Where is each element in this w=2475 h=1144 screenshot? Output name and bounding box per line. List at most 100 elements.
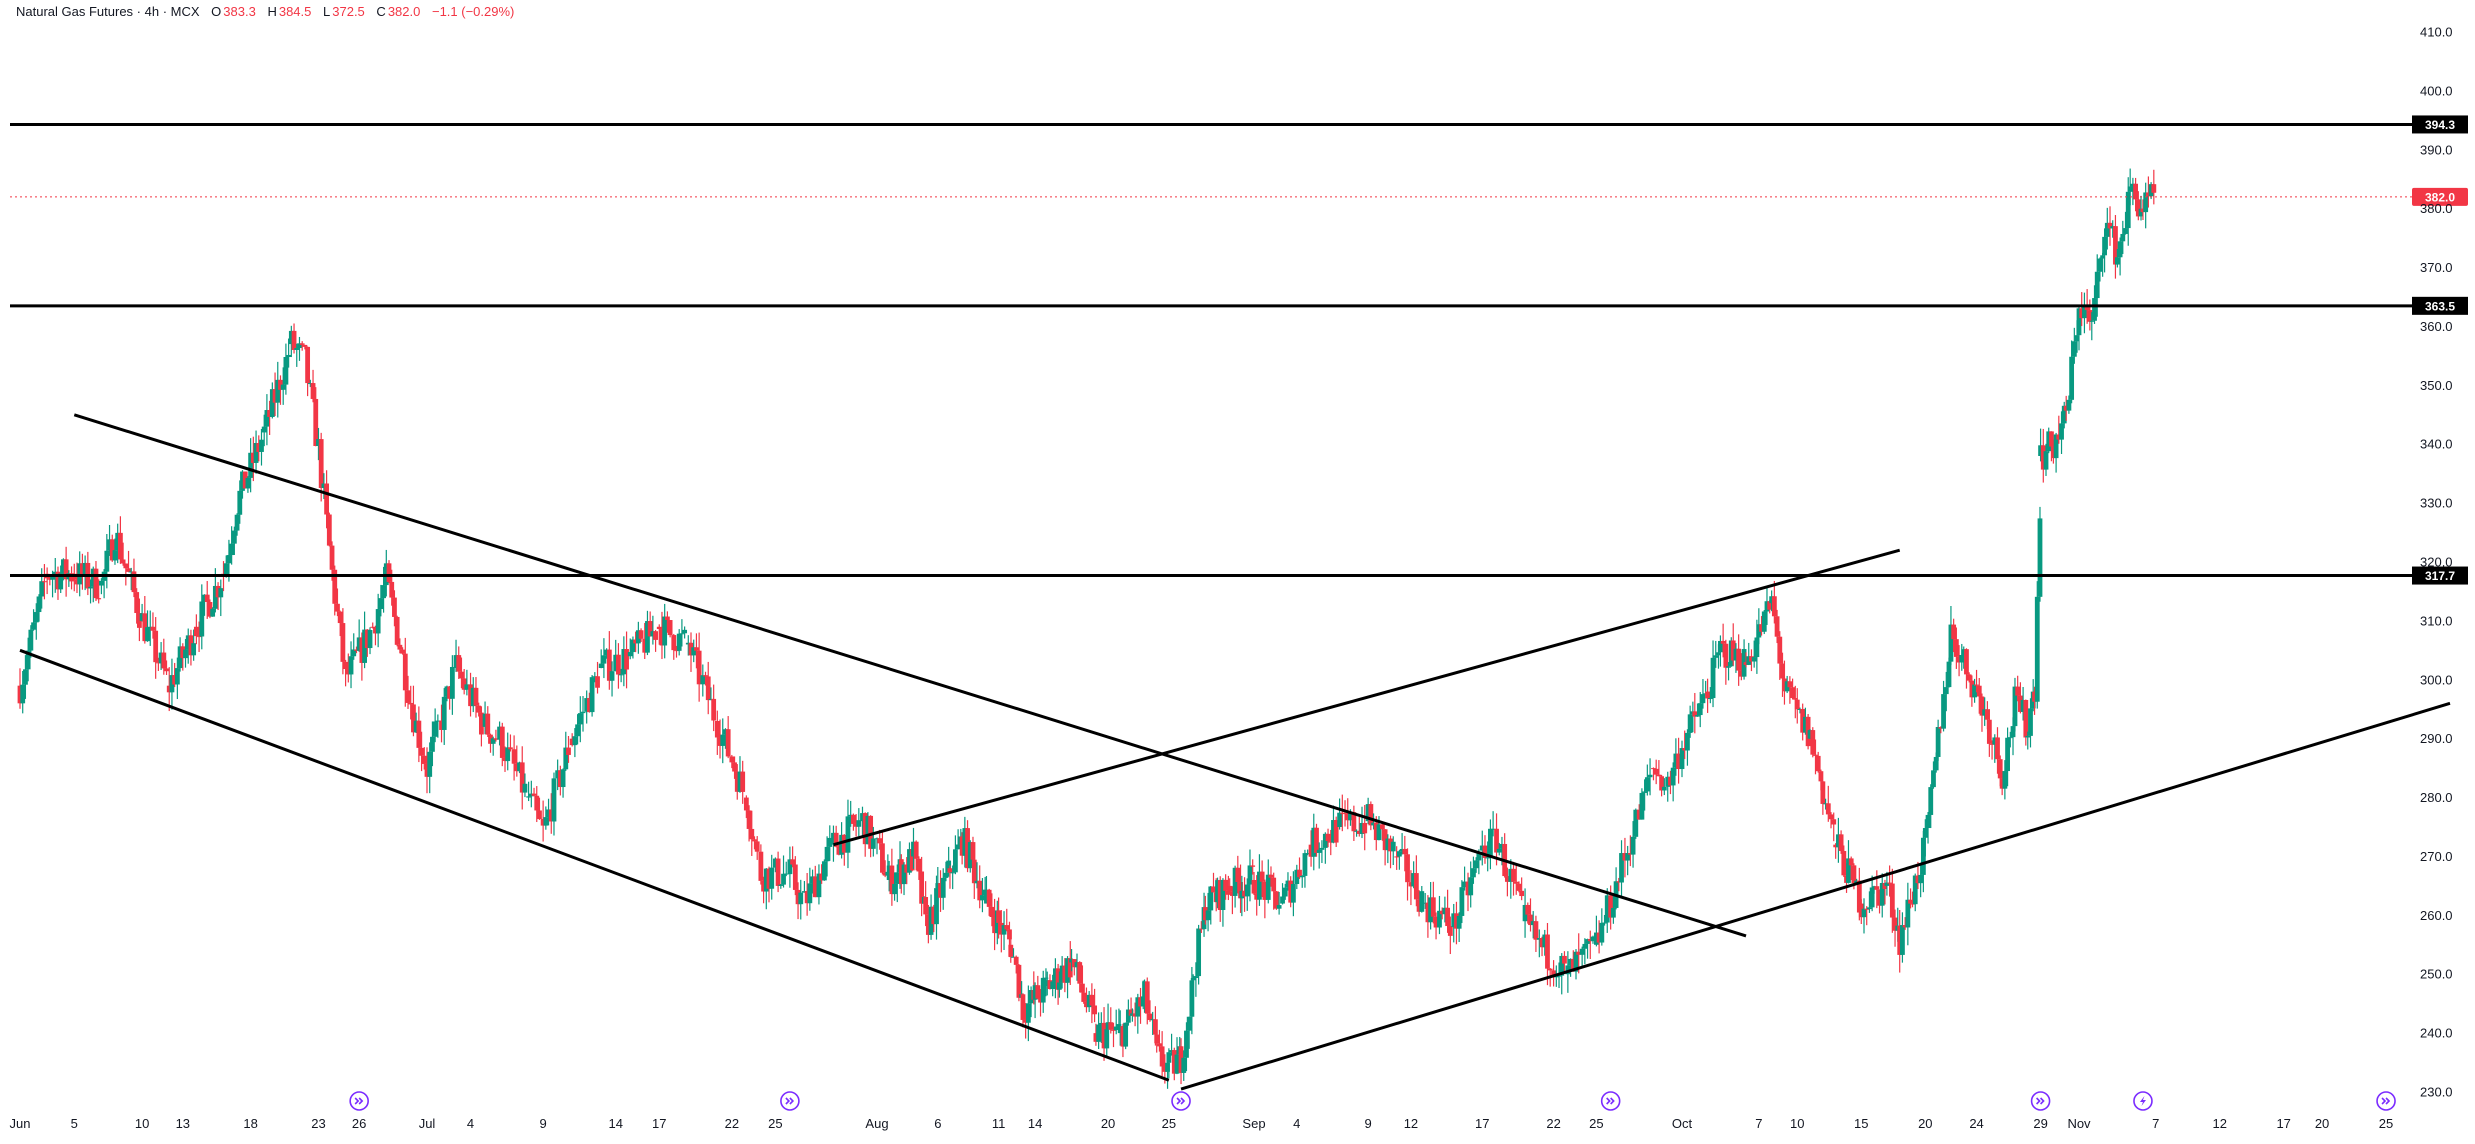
price-tick-label: 310.0	[2420, 613, 2453, 628]
candle	[913, 840, 919, 871]
candle	[517, 761, 522, 774]
candle	[962, 816, 968, 868]
candle	[2005, 727, 2010, 787]
candle	[1697, 692, 1703, 728]
candle	[1396, 850, 1402, 870]
candle	[1938, 726, 1944, 734]
candle	[656, 624, 662, 645]
candle	[928, 894, 934, 940]
candle	[411, 685, 416, 737]
trend-line[interactable]	[1180, 701, 2451, 1091]
dividend-event-icon[interactable]	[780, 1091, 800, 1111]
price-axis[interactable]: 230.0 240.0 250.0 260.0 270.0 280.0 290.0 300.0…	[2420, 25, 2453, 1100]
candle	[996, 897, 1002, 939]
candle	[1390, 836, 1396, 866]
split-event-icon[interactable]	[2133, 1091, 2153, 1111]
candle	[343, 659, 348, 687]
trend-lines-layer	[19, 413, 2451, 1091]
candle	[318, 432, 324, 502]
interval[interactable]: 4h	[144, 4, 160, 19]
trend-line[interactable]	[19, 648, 1170, 1082]
candle	[1587, 930, 1593, 959]
candle	[305, 346, 311, 397]
candle	[880, 831, 885, 875]
candle	[1951, 618, 1957, 653]
candle	[1794, 688, 1800, 724]
candle	[286, 338, 292, 368]
candle	[720, 718, 726, 764]
candle	[476, 702, 482, 717]
candle	[642, 622, 648, 659]
candle	[332, 565, 338, 616]
candle	[1339, 794, 1345, 832]
candle	[1665, 771, 1671, 802]
candle	[1673, 738, 1679, 776]
candle	[1897, 909, 1903, 973]
candle	[126, 550, 131, 573]
candle	[240, 470, 245, 499]
dividend-event-icon[interactable]	[1171, 1091, 1191, 1111]
symbol-name[interactable]: Natural Gas Futures	[16, 4, 134, 19]
candle	[560, 768, 566, 798]
candle	[313, 387, 319, 447]
candle	[1756, 608, 1762, 645]
candle	[142, 596, 148, 644]
candle	[2110, 220, 2116, 238]
candle	[1382, 829, 1388, 866]
candle	[1208, 885, 1214, 925]
dividend-event-icon[interactable]	[2376, 1091, 2396, 1111]
candle	[732, 756, 737, 779]
candle	[1032, 982, 1038, 1019]
candle	[1013, 955, 1019, 974]
candle	[1220, 878, 1226, 927]
candle	[633, 631, 639, 653]
candle	[580, 696, 586, 732]
candle	[307, 379, 313, 388]
trend-line[interactable]	[73, 413, 1747, 938]
candle	[2043, 443, 2049, 476]
dividend-event-icon[interactable]	[349, 1091, 369, 1111]
candle	[1869, 875, 1875, 912]
candle	[1081, 988, 1087, 1004]
candle	[1294, 864, 1300, 890]
time-tick-label: Oct	[1672, 1116, 1693, 1131]
candle	[237, 480, 243, 524]
candle	[1974, 669, 1979, 693]
candle	[754, 836, 760, 860]
candle	[1749, 649, 1754, 672]
candle	[400, 647, 405, 655]
candle	[1807, 729, 1813, 739]
dividend-event-icon[interactable]	[1600, 1091, 1621, 1111]
candle	[1186, 1016, 1192, 1049]
time-axis[interactable]: Jun 5 10 13 18 23 26 Jul 4 9 14 17 22 25 Aug 6 11 14 20 25 S…	[10, 1116, 2394, 1131]
candle	[1157, 1029, 1162, 1052]
candle	[1995, 727, 2000, 774]
candle	[1810, 727, 1816, 758]
dividend-event-icon[interactable]	[2030, 1091, 2051, 1111]
candle	[938, 870, 943, 912]
candle	[316, 427, 321, 461]
candle	[2113, 215, 2118, 279]
candle	[1979, 693, 1985, 732]
candle	[44, 567, 50, 595]
candle	[1428, 882, 1434, 930]
candle	[1150, 1011, 1156, 1035]
price-tick-label: 230.0	[2420, 1085, 2453, 1100]
candle	[618, 668, 624, 683]
low-value: 372.5	[332, 4, 365, 19]
candle	[367, 627, 373, 655]
candle	[386, 560, 392, 584]
time-tick-label: 13	[176, 1116, 190, 1131]
candle	[2037, 506, 2043, 602]
time-tick-label: 12	[1404, 1116, 1418, 1131]
candle	[1065, 956, 1070, 999]
candle	[1147, 1000, 1153, 1022]
time-tick-label: Nov	[2067, 1116, 2091, 1131]
candle	[703, 671, 708, 686]
candle	[1992, 734, 1998, 763]
trend-line[interactable]	[833, 548, 1901, 847]
candle	[816, 864, 822, 905]
time-tick-label: Jun	[10, 1116, 31, 1131]
candle	[1953, 627, 1959, 669]
